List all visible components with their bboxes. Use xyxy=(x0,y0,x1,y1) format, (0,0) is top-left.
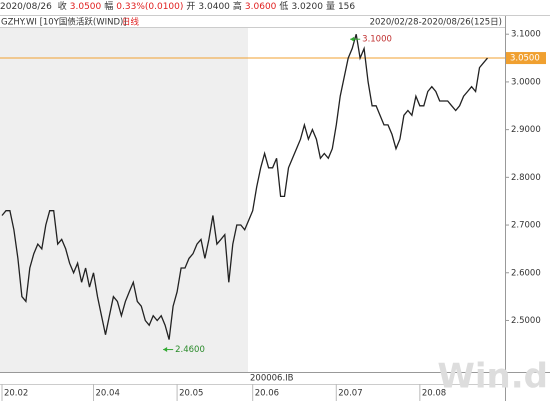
x-tick-label: 20.05 xyxy=(179,389,203,399)
reference-label: 3.0500 xyxy=(510,54,540,64)
y-tick-label: 2.5000 xyxy=(511,316,541,326)
range-label: 2020/02/28-2020/08/26(125日) xyxy=(370,18,502,28)
quote-value: 3.0600 xyxy=(244,2,277,12)
second-label: 200006.IB xyxy=(250,374,294,384)
y-tick-label: 2.9000 xyxy=(511,125,541,135)
y-tick-label: 3.0000 xyxy=(511,77,541,87)
price-line xyxy=(1,34,488,340)
y-tick-label: 3.1000 xyxy=(511,30,541,40)
x-tick-label: 20.02 xyxy=(4,389,28,399)
quote-label: 开 xyxy=(186,2,196,12)
marker-arrowhead xyxy=(163,347,168,353)
quote-value: 0.33%(0.0100) xyxy=(116,2,184,12)
quote-label: 低 xyxy=(279,2,289,12)
quote-value: 3.0200 xyxy=(291,2,323,12)
x-tick-label: 20.08 xyxy=(422,389,446,399)
marker-arrowhead xyxy=(350,36,355,42)
quote-value: 3.0500 xyxy=(69,2,102,12)
quote-label: 收 xyxy=(57,2,67,12)
x-tick-label: 20.06 xyxy=(255,389,279,399)
marker-label: 2.4600 xyxy=(175,345,205,355)
reference-label-box xyxy=(506,52,546,65)
chart-title: GZHY.WI [10Y国债活跃(WIND)] xyxy=(1,17,127,28)
quote-label: 量 xyxy=(325,2,335,12)
y-tick-label: 2.6000 xyxy=(511,268,541,278)
shaded-region xyxy=(0,28,248,372)
quote-value: 156 xyxy=(337,2,356,12)
marker-label: 3.1000 xyxy=(362,35,392,45)
quote-label: 幅 xyxy=(104,2,114,12)
y-tick-label: 2.7000 xyxy=(511,221,541,231)
quote-bar: 2020/08/26 收 3.0500 幅 0.33%(0.0100) 开 3.0400 高… xyxy=(0,0,358,15)
quote-value: 3.0400 xyxy=(198,2,230,12)
quote-date: 2020/08/26 xyxy=(0,2,52,12)
watermark: Win.d xyxy=(437,357,548,397)
x-tick-label: 20.04 xyxy=(96,389,120,399)
quote-label: 高 xyxy=(232,2,242,12)
x-tick-label: 20.07 xyxy=(338,389,362,399)
period: 日线 xyxy=(122,17,140,28)
y-tick-label: 2.8000 xyxy=(511,173,541,183)
